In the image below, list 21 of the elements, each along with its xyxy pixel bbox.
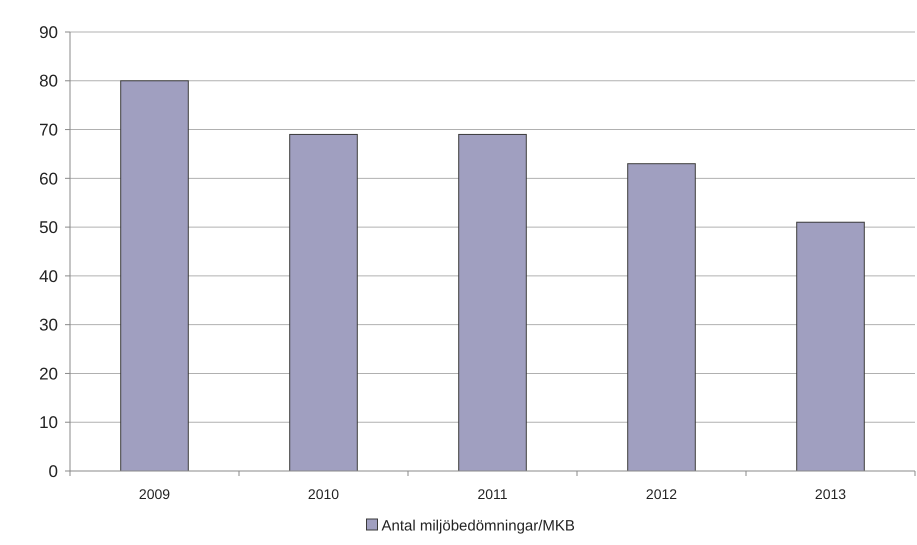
- x-tick-label: 2013: [814, 486, 846, 502]
- y-tick-label: 90: [39, 22, 58, 42]
- y-tick-label: 80: [39, 72, 58, 91]
- bar: [627, 163, 696, 472]
- y-tick-label: 20: [39, 364, 58, 384]
- y-tick-label: 70: [39, 120, 58, 140]
- y-tick-label: 40: [39, 266, 58, 286]
- y-tick-label: 30: [39, 316, 58, 335]
- bar: [796, 222, 865, 472]
- x-tick-label: 2012: [646, 486, 678, 502]
- y-tick-label: 10: [39, 413, 58, 432]
- bar: [120, 80, 189, 472]
- bar: [289, 134, 358, 472]
- y-tick-label: 0: [48, 462, 58, 481]
- x-tick-label: 2011: [477, 486, 508, 502]
- y-tick-label: 60: [39, 169, 58, 188]
- x-tick-label: 2010: [308, 486, 340, 502]
- y-tick-label: 50: [39, 218, 58, 238]
- legend-label: Antal miljöbedömningar/MKB: [382, 517, 575, 534]
- x-tick-label: 2009: [138, 486, 170, 502]
- bar: [458, 134, 527, 472]
